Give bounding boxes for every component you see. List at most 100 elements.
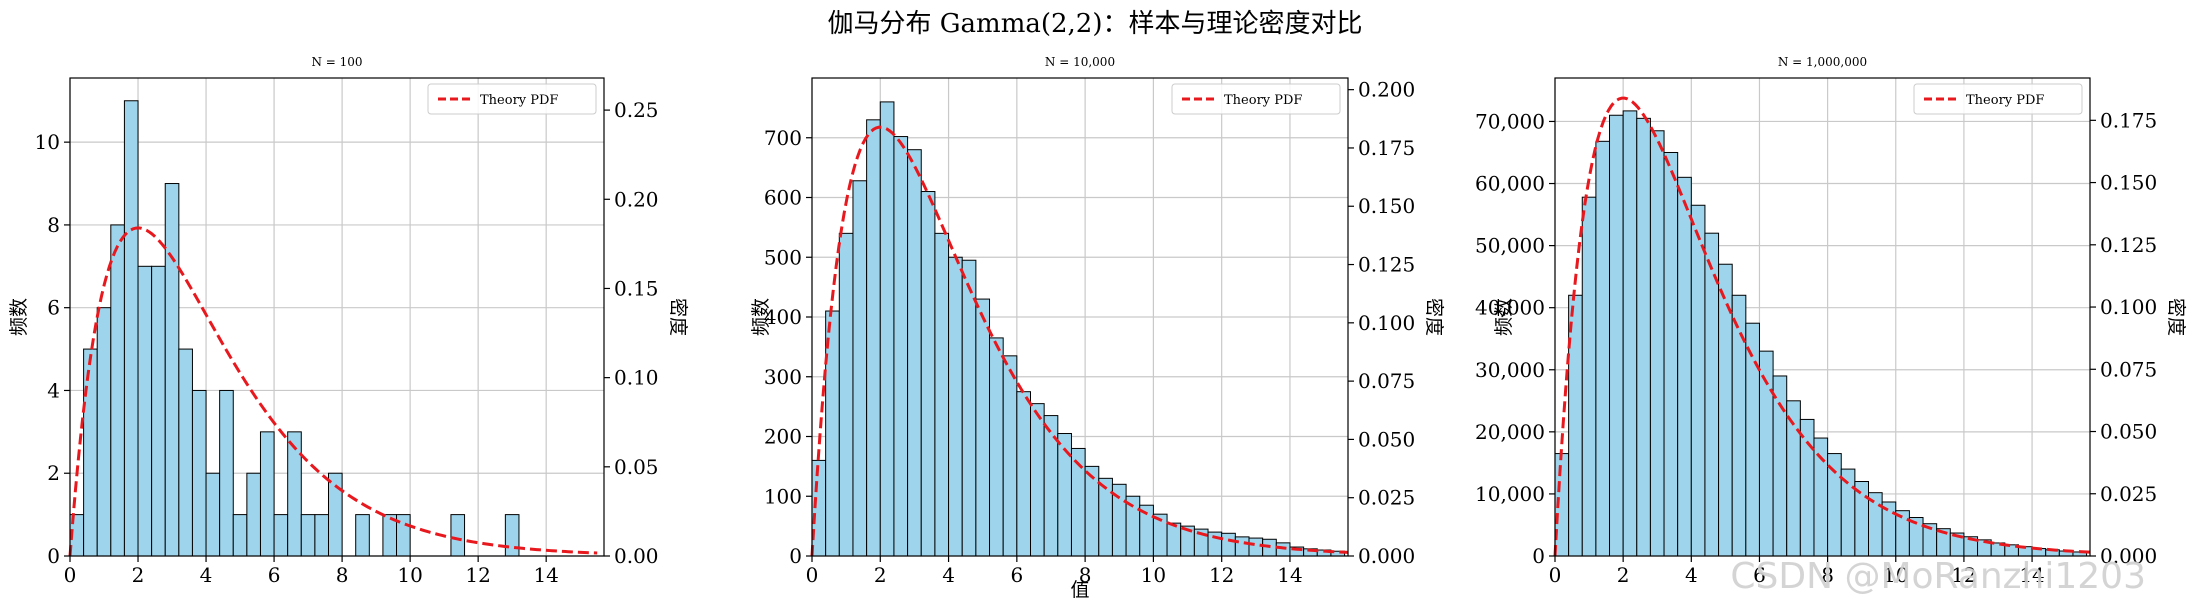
histogram-bar <box>1649 130 1665 557</box>
histogram-bar <box>948 256 963 557</box>
histogram-bar <box>259 431 275 557</box>
x-tick-label: 8 <box>1079 563 1092 587</box>
histogram-bar <box>811 459 827 557</box>
x-tick-label: 2 <box>874 563 887 587</box>
histogram-bar <box>164 183 180 557</box>
x-tick-label: 10 <box>1883 563 1908 587</box>
y-tick-label: 300 <box>764 365 802 389</box>
histogram-bar <box>1595 140 1611 557</box>
y2-tick-label: 0.20 <box>614 187 659 211</box>
histogram-bar <box>1677 176 1692 557</box>
histogram-bar <box>1854 481 1870 557</box>
histogram-bar <box>1002 355 1018 557</box>
y-tick-label: 2 <box>47 461 60 485</box>
subplot-title: N = 10,000 <box>1045 55 1115 69</box>
y-tick-label: 6 <box>47 296 60 320</box>
y-tick-label: 40,000 <box>1475 296 1545 320</box>
histogram-bar <box>355 514 370 557</box>
y2-tick-label: 0.075 <box>1358 369 1415 393</box>
x-tick-label: 0 <box>64 563 77 587</box>
x-tick-label: 14 <box>2019 563 2044 587</box>
y-tick-label: 0 <box>1532 544 1545 568</box>
y2-tick-label: 0.125 <box>2100 233 2157 257</box>
histogram-bar <box>1234 536 1250 557</box>
x-tick-label: 2 <box>1617 563 1630 587</box>
x-tick-label: 10 <box>1141 563 1166 587</box>
y2-tick-label: 0.000 <box>2100 544 2157 568</box>
histogram-bar <box>1731 294 1747 557</box>
y-tick-label: 10,000 <box>1475 482 1545 506</box>
y2-tick-label: 0.100 <box>1358 311 1415 335</box>
histogram-bar <box>151 265 166 557</box>
x-tick-label: 14 <box>1277 563 1302 587</box>
legend-label: Theory PDF <box>480 93 558 108</box>
histogram-bar <box>1248 537 1264 557</box>
histogram-bar <box>205 472 221 557</box>
y-axis-label: 频数 <box>750 298 772 336</box>
histogram-bar <box>1275 542 1291 557</box>
subplot-title: N = 100 <box>311 55 362 69</box>
y-tick-label: 0 <box>47 544 60 568</box>
histogram-bar <box>1568 294 1583 557</box>
x-tick-label: 6 <box>1753 563 1766 587</box>
histogram-bar <box>1084 465 1100 557</box>
figure-title: 伽马分布 Gamma(2,2)：样本与理论密度对比 <box>828 9 1363 39</box>
y2-tick-label: 0.150 <box>1358 194 1415 218</box>
histogram-bar <box>287 431 302 557</box>
y-axis-label: 频数 <box>1493 298 1515 336</box>
subplot-title: N = 1,000,000 <box>1778 55 1867 69</box>
y-tick-label: 600 <box>764 186 802 210</box>
y-tick-label: 0 <box>789 544 802 568</box>
chart-panel-n1000000: 0 2 4 6 8 10 12 14 0 10,000 20,000 30,000 40,000 50,0… <box>1475 55 2187 587</box>
x-tick-label: 2 <box>132 563 145 587</box>
y2-tick-label: 0.10 <box>614 366 659 390</box>
histogram-bar <box>110 224 125 557</box>
histogram-bar <box>961 259 977 557</box>
histogram-bar <box>123 100 139 557</box>
histogram-bar <box>907 149 922 557</box>
histogram-bar <box>920 191 936 557</box>
y2-tick-label: 0.175 <box>1358 136 1415 160</box>
legend-label: Theory PDF <box>1966 93 2044 108</box>
histogram-bar <box>1029 403 1045 557</box>
y-tick-label: 70,000 <box>1475 109 1545 133</box>
y2-tick-label: 0.025 <box>1358 486 1415 510</box>
theory-pdf-line <box>810 125 1349 557</box>
y-tick-label: 60,000 <box>1475 172 1545 196</box>
y-tick-label: 4 <box>47 378 60 402</box>
histogram-bar <box>934 232 950 557</box>
plot-frame <box>1554 77 2091 557</box>
histogram-bar <box>838 232 854 557</box>
y2-tick-label: 0.000 <box>1358 544 1415 568</box>
histogram-bar <box>1016 391 1031 557</box>
y-axis-label: 频数 <box>8 298 30 336</box>
histogram-bar <box>1609 114 1624 557</box>
histogram-bar <box>893 136 909 557</box>
x-tick-label: 8 <box>1821 563 1834 587</box>
histogram-bar <box>83 348 98 557</box>
histogram-bar <box>96 307 112 557</box>
histogram-bar <box>1098 477 1113 557</box>
histogram-bar <box>975 298 991 557</box>
histogram-bar <box>504 514 520 557</box>
x-tick-label: 4 <box>200 563 213 587</box>
chart-panel-n100: 0 2 4 6 8 10 12 14 0 2 4 6 8 10 0.00 0.05 0.10 0.15 0.20 0.… <box>8 55 689 587</box>
x-tick-label: 0 <box>806 563 819 587</box>
plot-frame <box>69 77 605 557</box>
legend-box <box>427 83 597 115</box>
histogram-bar <box>852 180 868 557</box>
y-tick-label: 500 <box>764 245 802 269</box>
y2-tick-label: 0.05 <box>614 455 659 479</box>
x-tick-label: 6 <box>1010 563 1023 587</box>
y2-tick-label: 0.125 <box>1358 253 1415 277</box>
y2-tick-label: 0.050 <box>2100 420 2157 444</box>
histogram-bar <box>1636 117 1651 557</box>
histogram-bar <box>273 514 289 557</box>
x-tick-label: 0 <box>1549 563 1562 587</box>
histogram-bar <box>1881 501 1897 557</box>
histogram-bar <box>1166 522 1182 557</box>
histogram-bar <box>1827 453 1842 557</box>
histogram-bar <box>232 514 248 557</box>
histogram-bar <box>1895 510 1910 557</box>
x-tick-label: 12 <box>1209 563 1234 587</box>
